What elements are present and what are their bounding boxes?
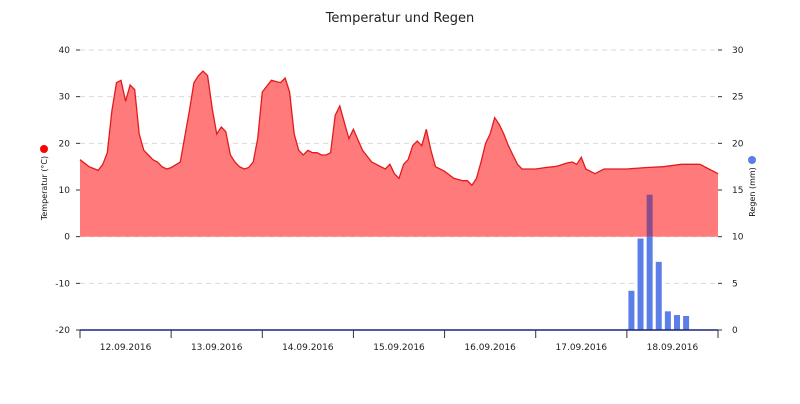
temperature-area	[80, 71, 718, 237]
rain-bar	[637, 238, 644, 330]
chart-title: Temperatur und Regen	[325, 11, 475, 26]
left-tick-label: 20	[59, 139, 71, 149]
left-tick-label: 10	[59, 186, 71, 196]
x-tick-label: 12.09.2016	[100, 343, 152, 353]
rain-bar-layer	[628, 194, 690, 330]
left-tick-label: 40	[59, 46, 71, 56]
right-tick-label: 25	[732, 93, 743, 103]
right-axis-title-group: Regen (mm)	[748, 167, 757, 217]
right-tick-label: 15	[732, 186, 743, 196]
left-tick-label: -10	[55, 279, 70, 289]
right-tick-label: 20	[732, 139, 744, 149]
left-tick-label: -20	[55, 326, 70, 336]
left-axis-title-group: Temperatur (°C)	[40, 156, 49, 221]
x-tick-label: 16.09.2016	[464, 343, 516, 353]
left-tick-label: 30	[59, 93, 71, 103]
x-tick-label: 17.09.2016	[556, 343, 608, 353]
x-tick-label: 15.09.2016	[373, 343, 425, 353]
right-axis-title: Regen (mm)	[748, 167, 757, 217]
x-tick-label: 13.09.2016	[191, 343, 243, 353]
rain-bar-overlap	[646, 194, 653, 237]
left-tick-label: 0	[64, 233, 70, 243]
temperature-legend-marker	[40, 145, 48, 153]
rain-bar	[664, 311, 671, 330]
rain-legend-marker	[748, 156, 756, 164]
x-tick-label: 14.09.2016	[282, 343, 334, 353]
rain-bar	[628, 290, 635, 330]
left-axis-title: Temperatur (°C)	[40, 156, 49, 221]
x-tick-label: 18.09.2016	[647, 343, 699, 353]
rain-bar	[673, 315, 680, 330]
rain-bar	[655, 261, 662, 330]
axes: -20 -10 0 10 20 30 40 0 5 10 15 20 25 30 12.09.2016 13.…	[55, 46, 743, 353]
rain-bar	[646, 236, 653, 330]
temperature-area-layer	[79, 70, 719, 237]
temperature-line	[79, 70, 719, 187]
rain-bar	[683, 316, 690, 330]
right-tick-label: 5	[732, 279, 738, 289]
right-tick-label: 30	[732, 46, 744, 56]
right-tick-label: 10	[732, 233, 744, 243]
right-tick-label: 0	[732, 326, 738, 336]
